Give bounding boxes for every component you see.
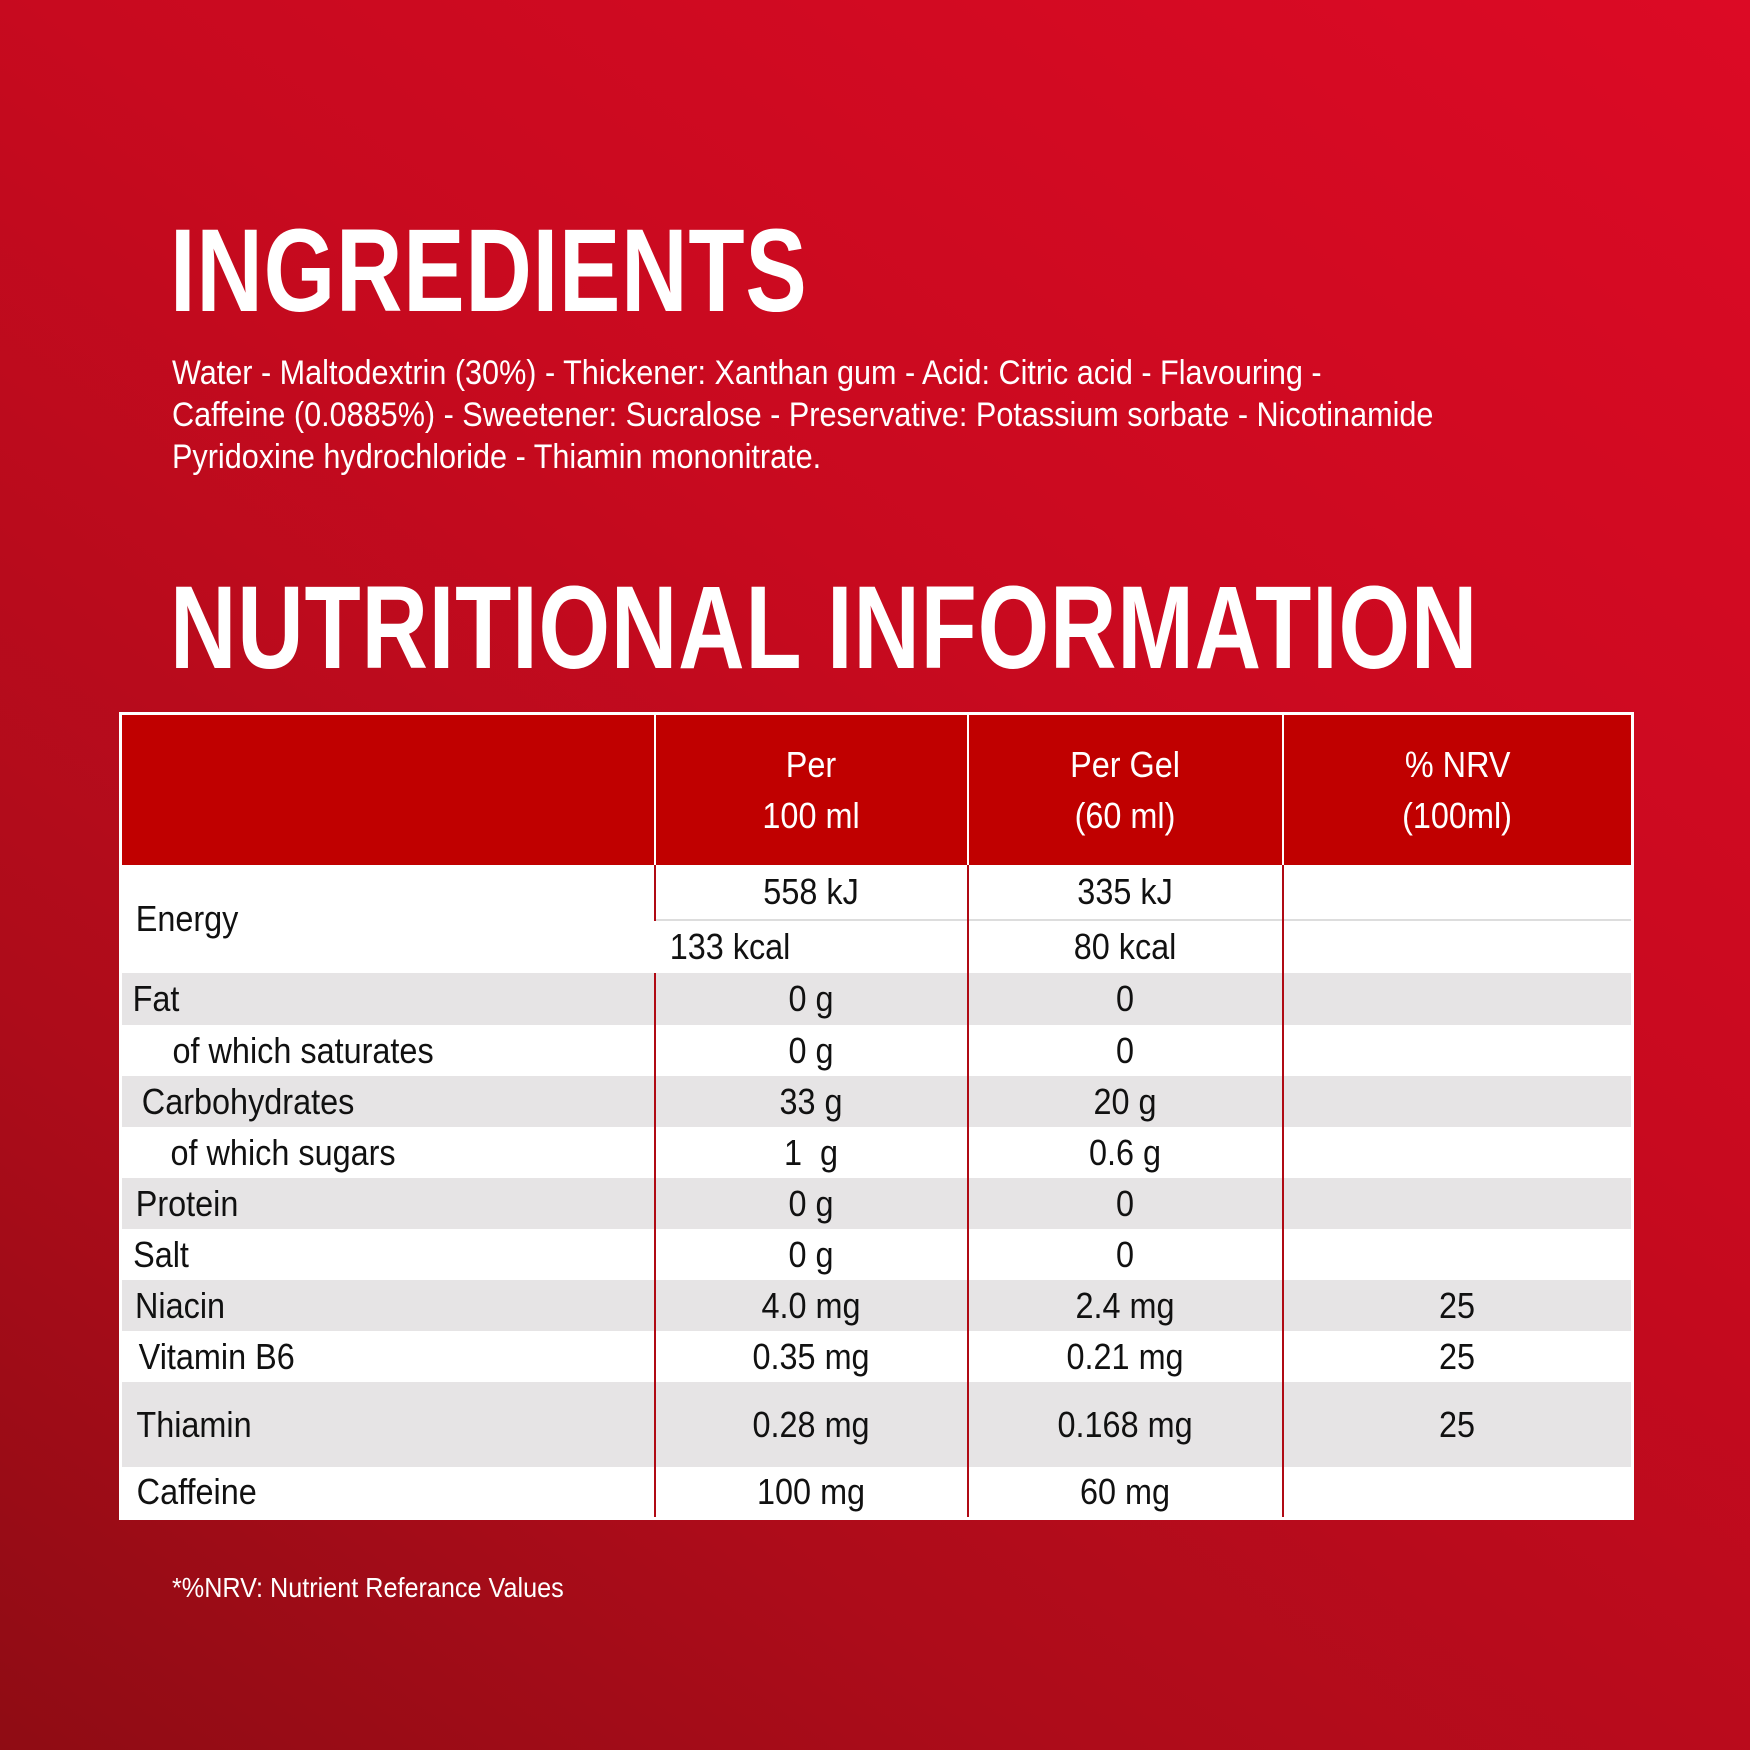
ingredients-line: Caffeine (0.0885%) - Sweetener: Sucralos…: [172, 396, 1434, 434]
table-row: Carbohydrates 33 g 20 g: [120, 1076, 1633, 1127]
cell-per-gel: 20 g: [966, 1076, 1283, 1127]
nutrition-title: NUTRITIONAL INFORMATION: [170, 562, 1479, 694]
row-label: Energy: [135, 898, 239, 939]
row-label: Fat: [120, 973, 655, 1025]
cell-nrv: [1281, 1467, 1633, 1518]
cell-per100: 100 mg: [653, 1467, 968, 1518]
cell-per-gel: 60 mg: [966, 1467, 1283, 1518]
cell-per100: 0 g: [653, 973, 968, 1025]
cell-nrv: [1281, 1127, 1633, 1178]
table-header: Per 100 ml Per Gel (60 ml) % NRV (100ml): [120, 713, 1633, 865]
cell-per100-kj: 558 kJ: [653, 865, 968, 920]
cell-per100-kcal: 133 kcal: [654, 919, 968, 973]
cell-per-gel: 0: [966, 973, 1283, 1025]
cell-per100: 0 g: [653, 1178, 968, 1229]
cell-gel-kj: 335 kJ: [966, 865, 1283, 920]
cell-per100: 0 g: [653, 1025, 968, 1076]
table-row-energy: Energy 558 kJ 335 kJ: [121, 865, 1633, 939]
cell-per100: 1 g: [653, 1127, 968, 1178]
table-row: Thiamin 0.28 mg 0.168 mg 25: [120, 1382, 1633, 1467]
header-empty: [120, 713, 655, 865]
ingredients-line: Pyridoxine hydrochloride - Thiamin monon…: [172, 438, 822, 476]
footnote: *%NRV: Nutrient Referance Values: [172, 1572, 564, 1603]
table-row: Vitamin B6 0.35 mg 0.21 mg 25: [121, 1331, 1633, 1382]
cell-per100: 0.35 mg: [653, 1331, 968, 1382]
cell-per100: 4.0 mg: [653, 1280, 968, 1331]
row-label: Protein: [120, 1178, 655, 1229]
table-row-energy-kcal: 133 kcal 80 kcal: [121, 919, 1633, 973]
cell-nrv: 25: [1281, 1331, 1633, 1382]
cell-nrv: [1281, 1025, 1633, 1076]
header-nrv: % NRV (100ml): [1281, 713, 1633, 865]
cell-per-gel: 2.4 mg: [966, 1280, 1283, 1331]
cell-per-gel: 0.168 mg: [966, 1382, 1283, 1467]
cell-per-gel: 0: [966, 1178, 1283, 1229]
ingredients-line: Water - Maltodextrin (30%) - Thickener: …: [172, 354, 1322, 392]
cell-nrv: 25: [1281, 1382, 1633, 1467]
row-label: Thiamin: [120, 1382, 655, 1467]
cell-per-gel: 0.21 mg: [966, 1331, 1283, 1382]
cell-gel-kcal: 80 kcal: [966, 919, 1283, 973]
table-row: Caffeine 100 mg 60 mg: [121, 1467, 1633, 1518]
row-label: of which saturates: [172, 1029, 434, 1071]
row-label: Caffeine: [136, 1470, 257, 1512]
cell-nrv: [1281, 1076, 1633, 1127]
nutrition-table: Per 100 ml Per Gel (60 ml) % NRV (100ml) En…: [119, 712, 1634, 1520]
cell-per-gel: 0.6 g: [966, 1127, 1283, 1178]
header-per-gel: Per Gel (60 ml): [966, 713, 1283, 865]
cell-nrv: [1281, 1178, 1633, 1229]
row-label: Salt: [133, 1233, 189, 1275]
cell-per100: 0 g: [653, 1229, 968, 1280]
ingredients-title: INGREDIENTS: [170, 205, 808, 337]
row-label: of which sugars: [170, 1131, 396, 1173]
row-label: Vitamin B6: [138, 1335, 295, 1377]
cell-nrv: 25: [1281, 1280, 1633, 1331]
cell-nrv: [1281, 865, 1633, 920]
row-label: Carbohydrates: [120, 1076, 655, 1127]
table-row: Niacin 4.0 mg 2.4 mg 25: [120, 1280, 1633, 1331]
cell-per-gel: 0: [966, 1025, 1283, 1076]
cell-per100: 0.28 mg: [653, 1382, 968, 1467]
ingredients-text: Water - Maltodextrin (30%) - Thickener: …: [172, 352, 1574, 478]
cell-nrv: [1281, 919, 1633, 973]
header-per-100ml: Per 100 ml: [653, 713, 968, 865]
cell-nrv: [1281, 1229, 1633, 1280]
cell-per-gel: 0: [966, 1229, 1283, 1280]
cell-nrv: [1281, 973, 1633, 1025]
table-row: of which sugars 1 g 0.6 g: [121, 1127, 1633, 1178]
row-label: Niacin: [120, 1280, 655, 1331]
cell-per100: 33 g: [653, 1076, 968, 1127]
